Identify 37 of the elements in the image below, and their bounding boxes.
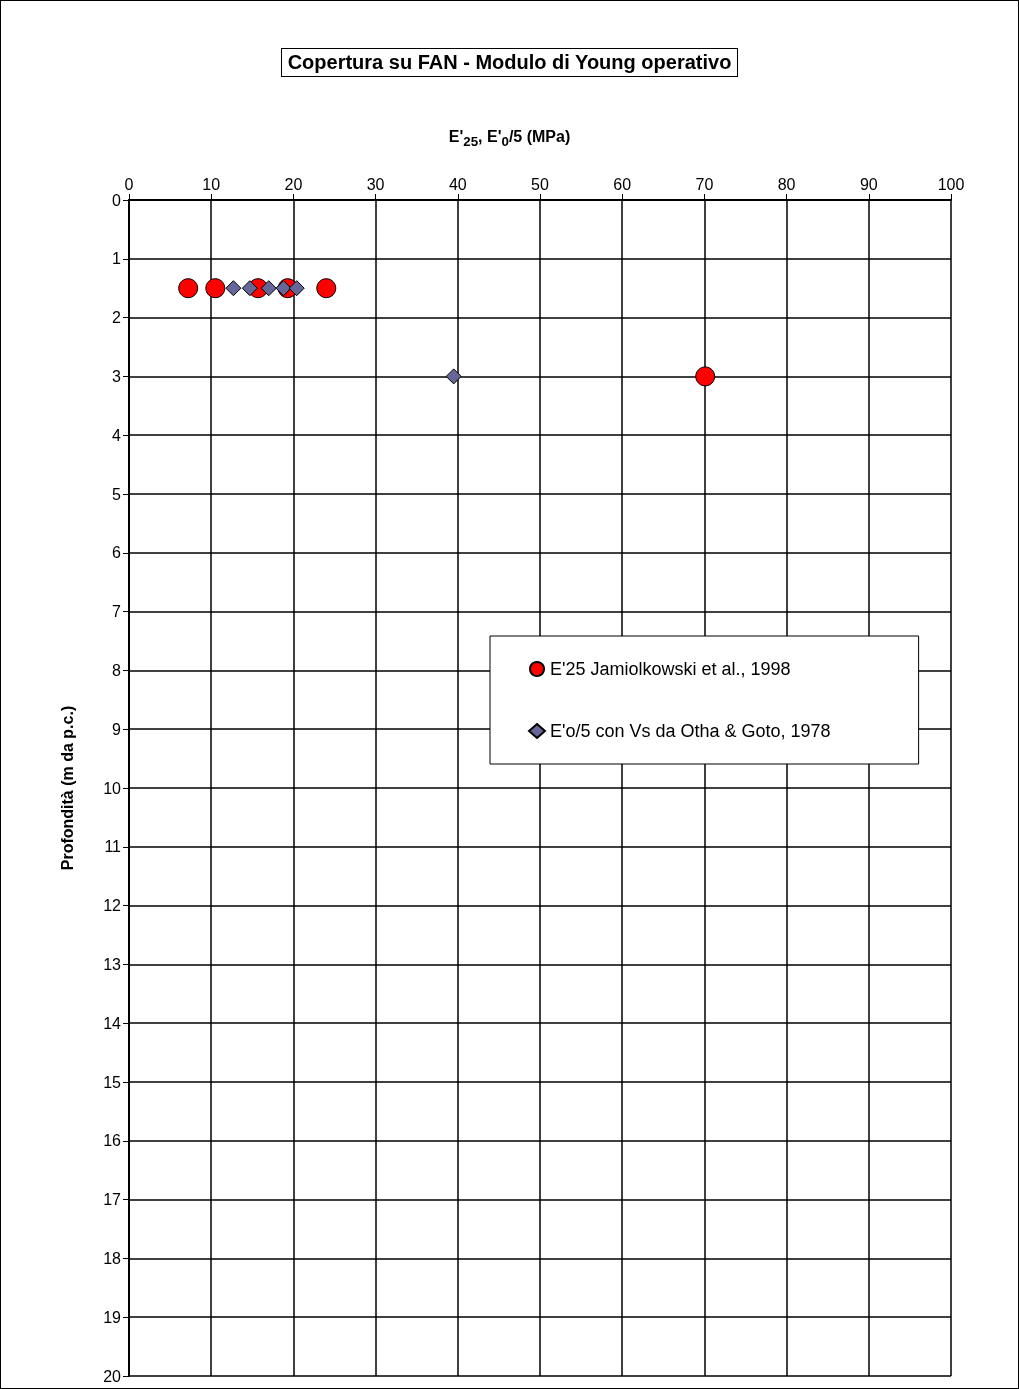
x-tick-label: 0 [124,175,134,193]
y-tick-label: 7 [112,603,122,621]
y-tick-label: 15 [103,1073,122,1091]
x-tick-label: 90 [859,175,878,193]
x-axis-title: E'$_{25}$, E'$_{0}$/5 (MPa) [447,128,572,150]
y-tick-label: 5 [112,485,122,503]
legend-label: E'o/5 con Vs da Otha & Goto, 1978 [550,721,831,741]
x-tick-label: 70 [695,175,714,193]
y-tick-label: 19 [103,1308,122,1326]
y-tick-label: 16 [103,1132,122,1150]
x-tick-label: 10 [202,175,221,193]
y-axis-title: Profondità (m da p.c.) [58,705,76,871]
y-tick-label: 4 [112,426,122,444]
x-tick-label: 80 [777,175,796,193]
y-tick-label: 9 [112,720,122,738]
y-tick-label: 8 [112,661,122,679]
y-tick-label: 3 [112,367,122,385]
y-tick-label: 20 [103,1367,122,1385]
y-tick-label: 17 [103,1191,122,1209]
y-tick-label: 11 [104,838,122,856]
legend-label: E'25 Jamiolkowski et al., 1998 [550,659,791,679]
y-tick-label: 6 [112,544,122,562]
y-tick-label: 1 [112,250,122,268]
x-tick-label: 40 [448,175,467,193]
y-tick-label: 2 [112,309,122,327]
x-tick-label: 60 [613,175,632,193]
y-tick-label: 12 [103,897,122,915]
x-tick-label: 50 [531,175,549,193]
x-tick-label: 20 [284,175,303,193]
y-tick-label: 18 [103,1249,122,1267]
y-tick-label: 14 [103,1014,122,1032]
x-tick-label: 30 [366,175,385,193]
chart-title: Copertura su FAN - Modulo di Young operativo [280,48,739,77]
y-tick-label: 0 [112,191,122,209]
y-tick-label: 13 [103,955,122,973]
x-tick-label: 100 [937,175,965,193]
y-tick-label: 10 [103,779,122,797]
